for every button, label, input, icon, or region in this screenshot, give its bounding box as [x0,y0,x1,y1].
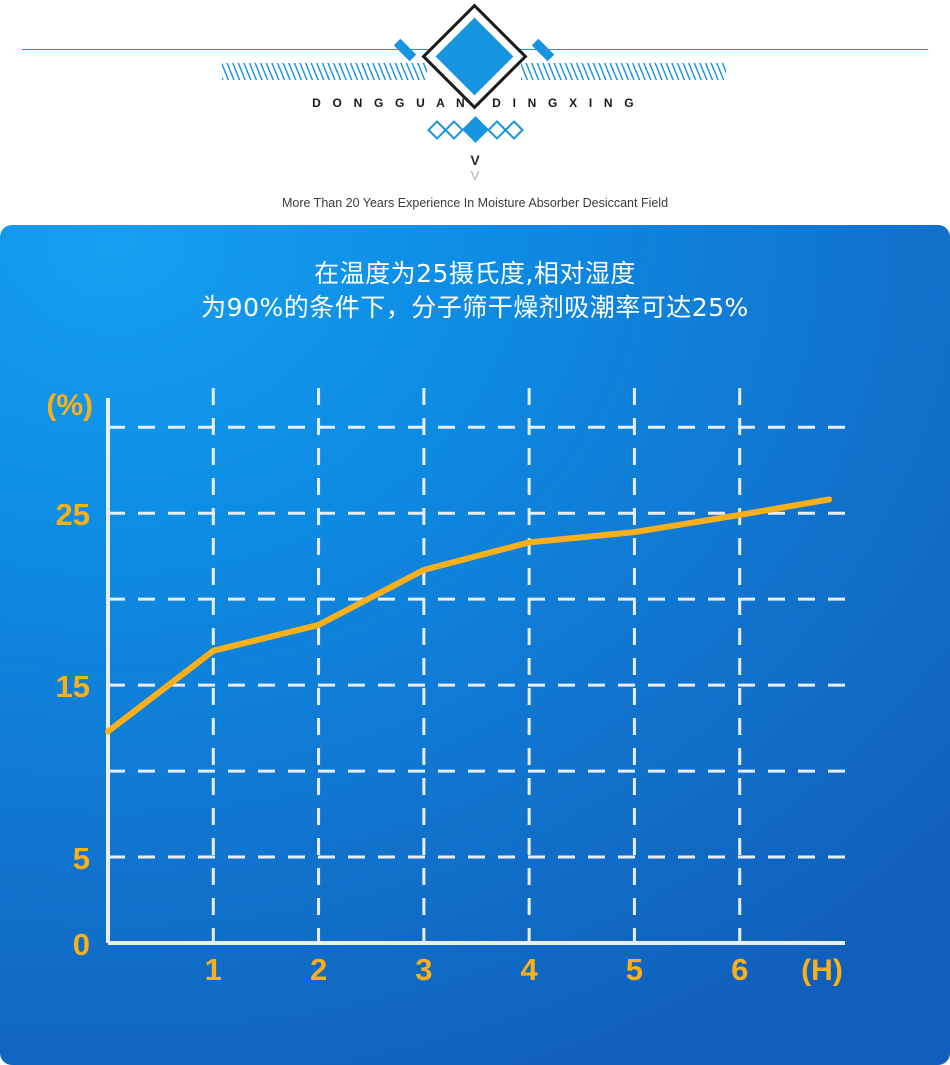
x-tick-label: 1 [205,952,222,987]
moisture-absorption-line-chart: 0 5 15 25 1 2 3 4 5 6 (%) (H) [0,225,950,1065]
x-tick-label: 6 [731,952,748,987]
y-tick-label: 0 [73,927,90,962]
horizontal-gridlines [108,425,850,859]
data-series-line [105,496,833,735]
x-axis-tick-labels: 1 2 3 4 5 6 [205,952,749,987]
y-axis-unit-label: (%) [46,389,93,422]
vertical-gridlines [211,388,742,943]
x-axis-unit-label: (H) [801,954,843,987]
page-header: D O N G G U A N - D I N G X I N G V V Mo… [0,0,950,225]
hatch-pattern-right-icon [521,63,726,80]
panel-title-line-1: 在温度为25摄氏度,相对湿度 [314,259,636,288]
y-tick-label: 5 [73,841,90,876]
chart-panel: 在温度为25摄氏度,相对湿度 为90%的条件下，分子筛干燥剂吸潮率可达25% 0… [0,225,950,1065]
x-tick-label: 2 [310,952,327,987]
side-diamond-left-icon [393,38,417,62]
hatch-pattern-left-icon [222,63,427,80]
mini-diamond-hollow-2-icon [443,119,464,140]
y-tick-label: 25 [56,497,90,532]
y-tick-label: 15 [56,669,90,704]
panel-title-line-2: 为90%的条件下，分子筛干燥剂吸潮率可达25% [201,293,749,322]
mini-diamond-hollow-4-icon [503,119,524,140]
chevron-down-gray-icon: V [470,168,480,183]
chevron-down-dark-icon: V [470,152,480,168]
panel-title: 在温度为25摄氏度,相对湿度 为90%的条件下，分子筛干燥剂吸潮率可达25% [0,257,950,325]
diamond-ornament-row [0,116,950,143]
x-tick-label: 4 [521,952,539,987]
mini-diamond-solid-icon [461,116,489,143]
side-diamond-right-icon [531,38,555,62]
brand-name: D O N G G U A N - D I N G X I N G [312,96,638,110]
y-axis-tick-labels: 0 5 15 25 [56,497,90,962]
x-tick-label: 5 [626,952,643,987]
company-tagline: More Than 20 Years Experience In Moistur… [281,196,669,210]
x-tick-label: 3 [415,952,432,987]
brand-logo-diamond-icon [421,3,528,110]
chart-svg: 0 5 15 25 1 2 3 4 5 6 (%) (H) [46,388,850,987]
